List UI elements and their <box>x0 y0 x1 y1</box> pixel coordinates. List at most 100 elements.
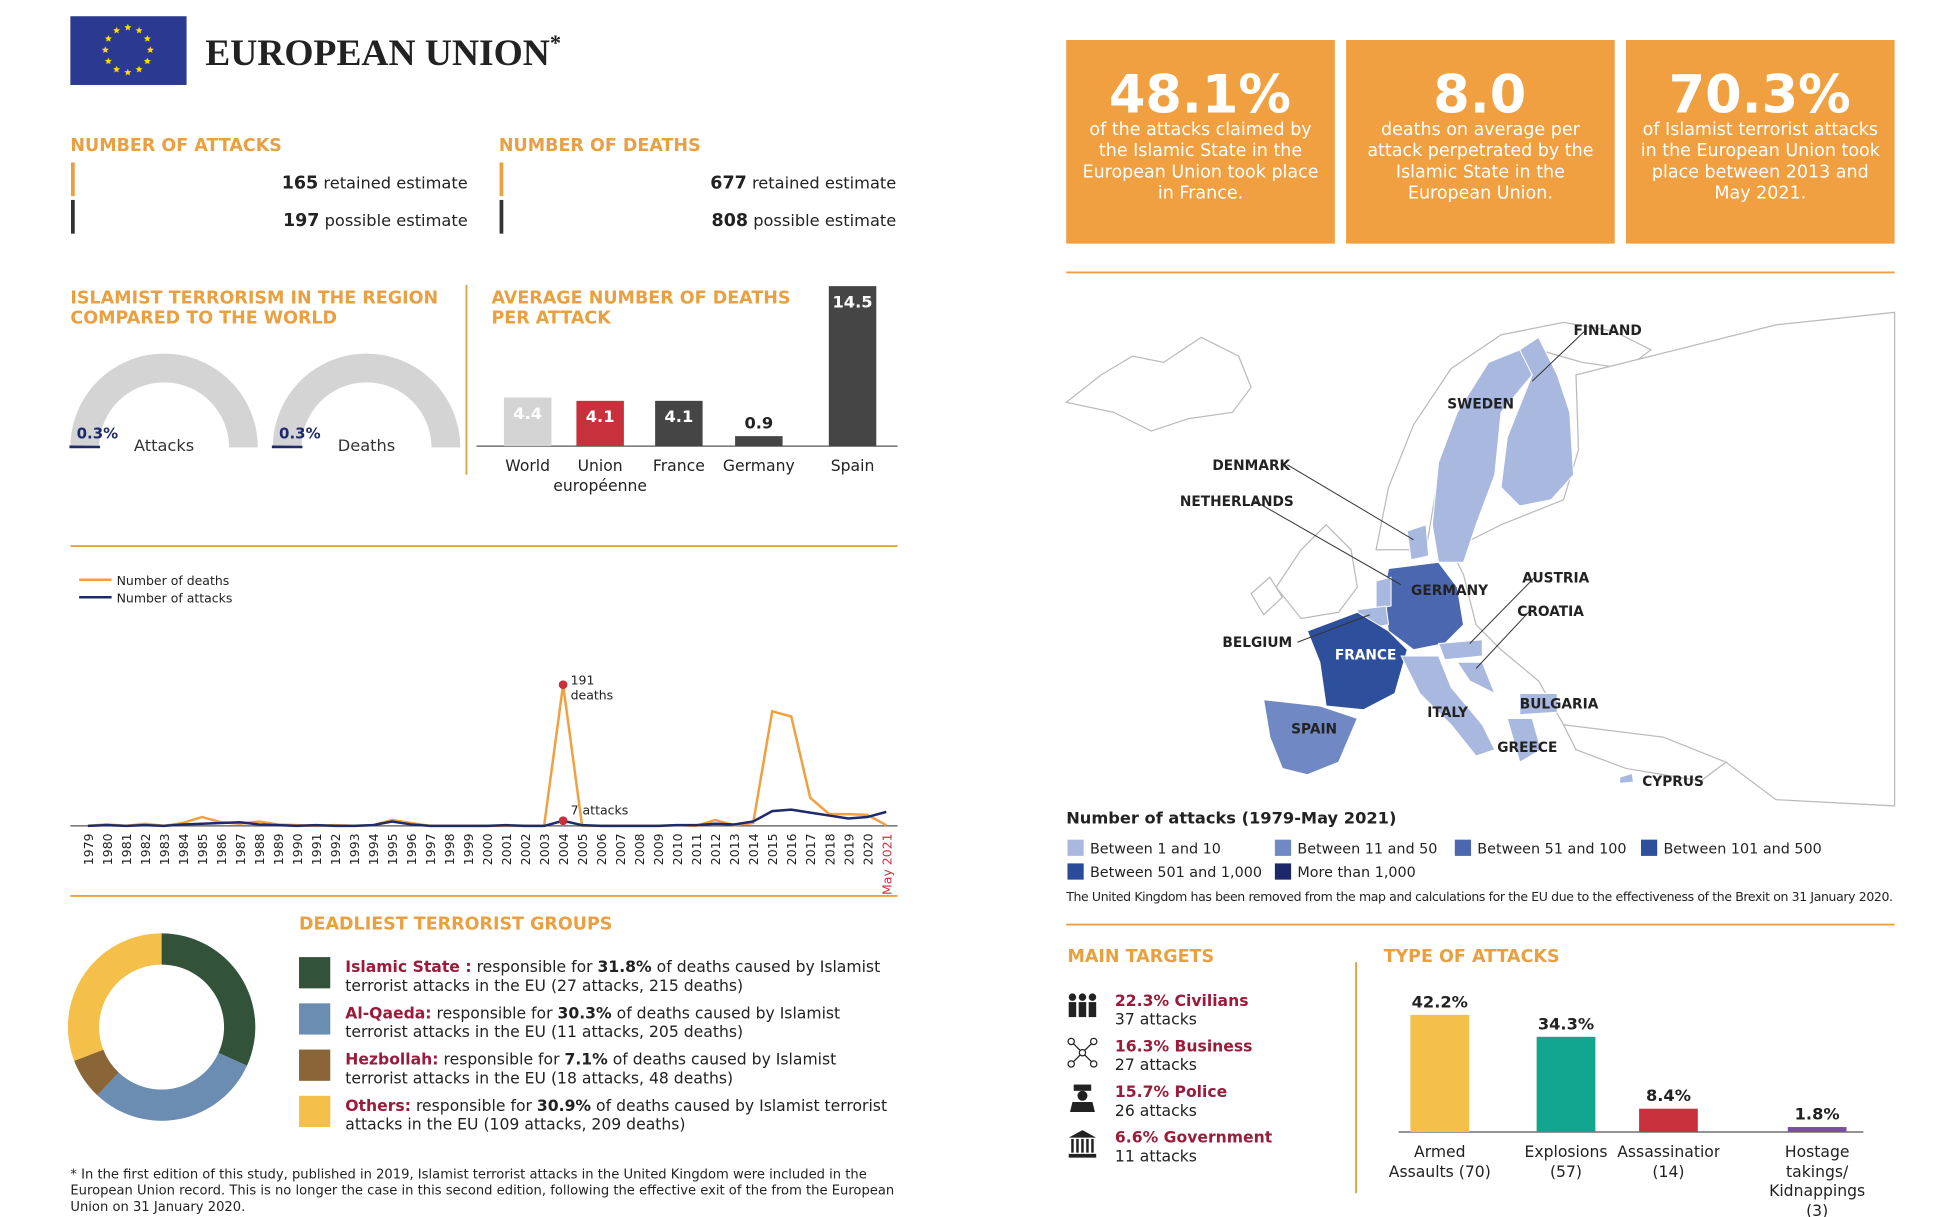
section-title: AVERAGE NUMBER OF DEATHS PER ATTACK <box>491 289 816 329</box>
country-label: FINLAND <box>1574 323 1642 339</box>
x-tick-label: 1992 <box>328 833 343 865</box>
bar <box>1787 1127 1847 1133</box>
gauge-track <box>70 353 258 448</box>
x-tick-label: 2005 <box>575 833 590 865</box>
group-text: of deaths caused by Islamist terrorist a… <box>345 1003 841 1041</box>
footnote: * In the first edition of this study, pu… <box>70 1167 895 1215</box>
country-label: GREECE <box>1497 740 1557 756</box>
section-title-box: AVERAGE NUMBER OF DEATHS PER ATTACK <box>491 289 816 329</box>
group-text: of deaths caused by Islamist terrorist a… <box>345 1049 837 1088</box>
x-tick-label: 2013 <box>727 833 742 865</box>
legend-swatch <box>1274 839 1292 856</box>
stat-text-line: deaths on average per attack perpetrated… <box>1367 119 1594 204</box>
x-tick-label: 2004 <box>556 833 571 865</box>
icon-part <box>1089 1060 1098 1068</box>
x-tick-label: 2001 <box>499 833 514 865</box>
flag-star <box>113 65 121 73</box>
legend-text-box: Al-Qaeda: responsible for 30.3% of death… <box>345 1003 895 1040</box>
leader-line <box>1531 329 1587 382</box>
section-title-text: ISLAMIST TERRORISM IN THE REGION COMPARE… <box>70 288 439 329</box>
x-tick-label: 2006 <box>594 833 609 865</box>
map-country <box>1306 611 1408 711</box>
x-tick-label: 1994 <box>366 833 381 865</box>
map-title: Number of attacks (1979-May 2021) <box>1066 808 1396 827</box>
x-tick-label: 1983 <box>157 833 172 865</box>
x-tick-label: 2007 <box>613 833 628 865</box>
estimate-value: 165 <box>282 174 318 194</box>
legend-label: Between 11 and 50 <box>1297 841 1437 857</box>
bar-value-label: 0.9 <box>744 414 773 433</box>
target-detail: 27 attacks <box>1115 1056 1197 1074</box>
x-tick-label: 1979 <box>81 833 96 865</box>
x-tick-label: World <box>505 456 550 475</box>
x-tick-label: 1989 <box>271 833 286 865</box>
map-country <box>1431 349 1533 563</box>
target-icon <box>1067 1037 1098 1068</box>
x-tick-label: France <box>629 456 729 475</box>
leader-line <box>1469 576 1536 644</box>
country-label: GERMANY <box>1411 583 1489 599</box>
estimate-label: retained estimate <box>323 174 467 193</box>
x-tick-label: 1997 <box>423 833 438 865</box>
target-label: 16.3% Business <box>1115 1037 1253 1055</box>
annotation: 191 deaths <box>571 675 614 704</box>
gauge-value-label: 0.3% <box>279 425 321 443</box>
x-tick-label: 2019 <box>841 833 856 865</box>
highlight-point <box>558 816 568 826</box>
group-text: responsible for <box>476 957 598 976</box>
legend-swatch <box>1640 839 1658 856</box>
land-outline <box>1562 723 1728 782</box>
x-tick-label: 1993 <box>347 833 362 865</box>
x-tick-label: 1985 <box>195 833 210 865</box>
x-tick-label-box: France <box>629 456 729 475</box>
x-tick-label: May 2021 <box>879 833 894 895</box>
bar <box>655 400 703 447</box>
icon-part <box>1067 1037 1075 1046</box>
x-tick-label: 2012 <box>708 833 723 865</box>
stat-value: 8.0 <box>1433 64 1526 125</box>
x-tick-label: Germany <box>723 456 795 475</box>
page-title: EUROPEAN UNION* <box>205 30 561 74</box>
legend-text: Hezbollah: responsible for 7.1% of death… <box>345 1050 895 1087</box>
legend-text-box: Hezbollah: responsible for 7.1% of death… <box>345 1050 895 1087</box>
leader-line <box>1475 610 1531 669</box>
legend-text: Others: responsible for 30.9% of deaths … <box>345 1095 887 1133</box>
donut-slice <box>67 933 162 1061</box>
gauge-value-label: 0.3% <box>77 425 119 443</box>
gauge-category: Deaths <box>338 436 396 455</box>
legend-label: Between 101 and 500 <box>1663 841 1821 857</box>
map-country <box>1437 639 1483 661</box>
group-share: 7.1% <box>564 1049 608 1069</box>
annotation-text: 7 attacks <box>570 804 629 819</box>
footnote-text: * In the first edition of this study, pu… <box>70 1167 895 1215</box>
map-country <box>1406 524 1430 561</box>
land-outline <box>1275 523 1359 620</box>
group-share: 30.9% <box>536 1095 592 1115</box>
donut-slice <box>161 933 256 1066</box>
x-tick-label-box: Assassinations (14) <box>1617 1142 1719 1181</box>
section-title-box: ISLAMIST TERRORISM IN THE REGION COMPARE… <box>70 289 445 329</box>
stat-value: 48.1% <box>1109 64 1291 125</box>
estimate: 165 retained estimate <box>282 174 468 194</box>
bar <box>1410 1014 1470 1133</box>
map-country <box>1456 661 1496 695</box>
estimate: 677 retained estimate <box>710 174 896 194</box>
x-tick-label: 2010 <box>670 833 685 865</box>
donut-slice <box>74 1049 119 1096</box>
x-tick-label: 1999 <box>461 833 476 865</box>
icon-part <box>1068 993 1077 1001</box>
bar <box>1536 1036 1596 1133</box>
estimate-value: 677 <box>710 174 747 194</box>
bar <box>828 286 877 447</box>
x-tick-label: 2015 <box>765 833 780 865</box>
x-tick-label: 1984 <box>176 833 191 865</box>
stat-card <box>1346 39 1615 244</box>
icon-part <box>1088 993 1097 1001</box>
map-country <box>1400 655 1496 757</box>
icon-part <box>1076 1138 1079 1153</box>
stat-text: deaths on average per attack perpetrated… <box>1367 119 1594 204</box>
annotation: 7 attacks <box>570 804 629 819</box>
leader-line <box>1287 464 1414 541</box>
category-text: Armed Assaults (70) <box>1388 1142 1491 1181</box>
title-mark: * <box>550 30 561 55</box>
